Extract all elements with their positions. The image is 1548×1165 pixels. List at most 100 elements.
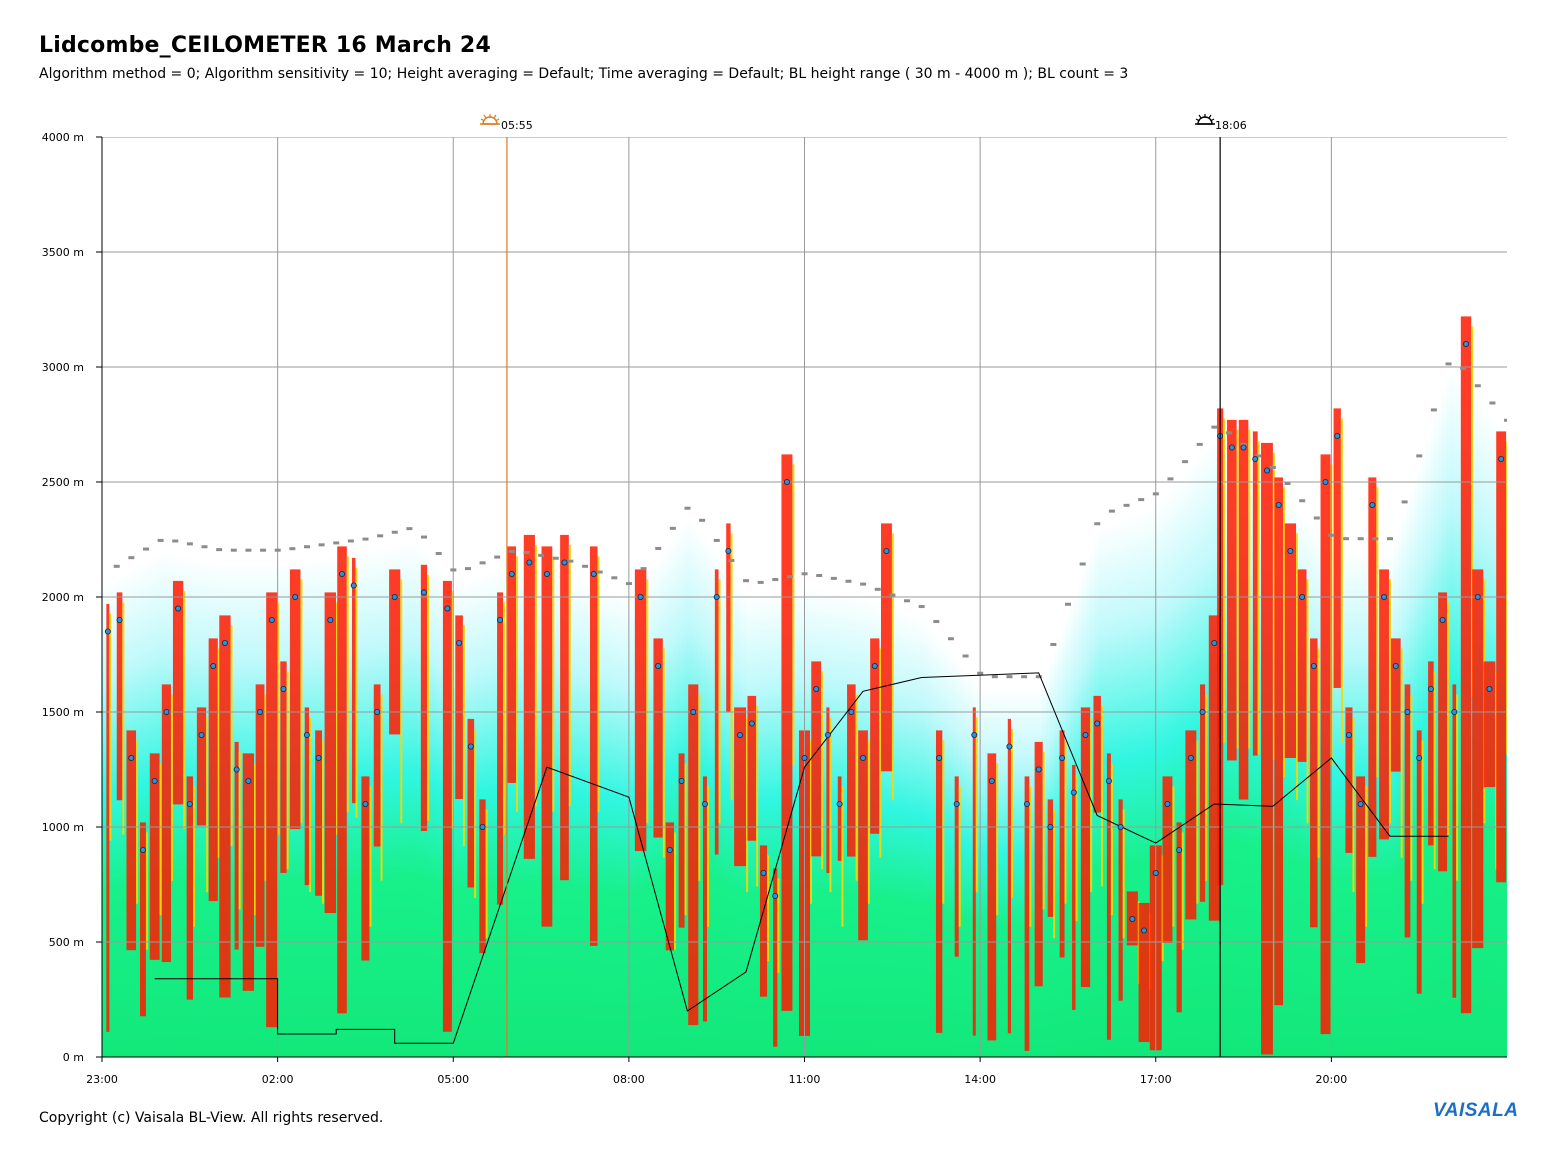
- backscatter-column: [1126, 516, 1131, 1057]
- y-tick-label: 0 m: [63, 1051, 84, 1064]
- plume: [1007, 718, 1011, 1034]
- cloud-base-mark: [962, 654, 969, 658]
- sunset-icon: [1195, 114, 1215, 125]
- backscatter-column: [1130, 515, 1135, 1057]
- backscatter-column: [490, 571, 495, 1057]
- plume: [1496, 431, 1507, 883]
- backscatter-column: [394, 543, 399, 1057]
- backscatter-column: [598, 584, 603, 1057]
- backscatter-column: [1054, 646, 1059, 1057]
- cloud-base-mark: [113, 564, 120, 568]
- plume: [361, 776, 370, 961]
- bl-point: [655, 663, 662, 670]
- plume-edge: [346, 556, 349, 812]
- y-tick-label: 4000 m: [42, 131, 84, 144]
- plume: [389, 569, 401, 735]
- cloud-base-mark: [1211, 425, 1218, 429]
- bl-point: [1322, 478, 1329, 485]
- plume-edge: [1110, 763, 1113, 916]
- backscatter-column: [1102, 526, 1107, 1057]
- bl-point: [1392, 663, 1399, 670]
- backscatter-column: [1434, 412, 1439, 1057]
- plume: [870, 638, 880, 834]
- plume: [688, 684, 699, 1026]
- cloud-base-mark: [318, 543, 325, 547]
- backscatter-column: [730, 575, 735, 1057]
- cloud-base-mark: [1094, 522, 1101, 526]
- bl-point: [1451, 709, 1458, 716]
- backscatter-column: [970, 677, 975, 1057]
- plume-edge: [942, 740, 945, 904]
- bl-point: [1105, 778, 1112, 785]
- sunset-time: 18:06: [1215, 119, 1247, 132]
- plume: [759, 845, 768, 997]
- y-tick-label: 500 m: [49, 936, 84, 949]
- backscatter-column: [510, 563, 515, 1057]
- y-tick-label: 1500 m: [42, 706, 84, 719]
- cloud-base-mark: [596, 570, 603, 574]
- plume-edge: [1365, 786, 1368, 927]
- cloud-base-mark: [1474, 384, 1481, 388]
- bl-point: [233, 766, 240, 773]
- plume-edge: [238, 751, 241, 910]
- bl-point: [1357, 801, 1364, 808]
- bl-point: [303, 732, 310, 739]
- plume: [702, 776, 707, 1022]
- backscatter-column: [574, 575, 579, 1057]
- cloud-base-mark: [1255, 454, 1262, 458]
- backscatter-column: [1122, 518, 1127, 1057]
- backscatter-column: [1290, 502, 1295, 1057]
- bl-point: [257, 709, 264, 716]
- plume: [1162, 776, 1173, 943]
- cloud-base-mark: [421, 535, 428, 539]
- plume: [634, 569, 647, 852]
- plume-edge: [1283, 487, 1286, 778]
- plume-edge: [1029, 786, 1032, 927]
- bl-point: [479, 824, 486, 831]
- plume-edge: [300, 579, 303, 824]
- backscatter-column: [906, 613, 911, 1057]
- backscatter-column: [370, 549, 375, 1057]
- plume: [106, 603, 110, 1032]
- backscatter-column: [174, 553, 179, 1057]
- plume-edge: [996, 763, 999, 916]
- cloud-base-mark: [406, 527, 413, 531]
- cloud-base-mark: [1460, 367, 1467, 370]
- plume: [196, 707, 207, 826]
- backscatter-column: [358, 551, 363, 1057]
- plume: [315, 730, 323, 896]
- cloud-base-mark: [186, 542, 193, 546]
- bl-point: [151, 778, 158, 785]
- backscatter-column: [762, 593, 767, 1057]
- plume-edge: [867, 740, 870, 904]
- backscatter-column: [194, 557, 199, 1057]
- plume-edge: [958, 786, 961, 927]
- bl-point: [737, 732, 744, 739]
- backscatter-column: [1318, 535, 1323, 1057]
- backscatter-column: [882, 604, 887, 1057]
- plume: [773, 868, 778, 1047]
- plume: [560, 534, 569, 881]
- cloud-base-mark: [142, 547, 149, 551]
- backscatter-column: [582, 578, 587, 1057]
- bl-point: [1152, 870, 1159, 877]
- cloud-base-mark: [552, 556, 559, 560]
- cloud-base-mark: [347, 539, 354, 543]
- cloud-base-mark: [1021, 675, 1028, 679]
- plume: [1176, 822, 1182, 1013]
- backscatter-column: [666, 545, 671, 1057]
- plume-edge: [1447, 602, 1450, 835]
- cloud-base-mark: [699, 518, 706, 522]
- plume: [653, 638, 663, 838]
- cloud-base-mark: [801, 572, 808, 576]
- plume-edge: [662, 648, 665, 858]
- plume-edge: [122, 602, 125, 835]
- bl-point: [1299, 594, 1306, 601]
- bl-point: [666, 847, 673, 854]
- plume-edge: [322, 740, 325, 904]
- backscatter-column: [1302, 516, 1307, 1057]
- plume: [149, 753, 160, 960]
- plume: [324, 592, 337, 914]
- y-tick-label: 1000 m: [42, 821, 84, 834]
- backscatter-column: [650, 567, 655, 1057]
